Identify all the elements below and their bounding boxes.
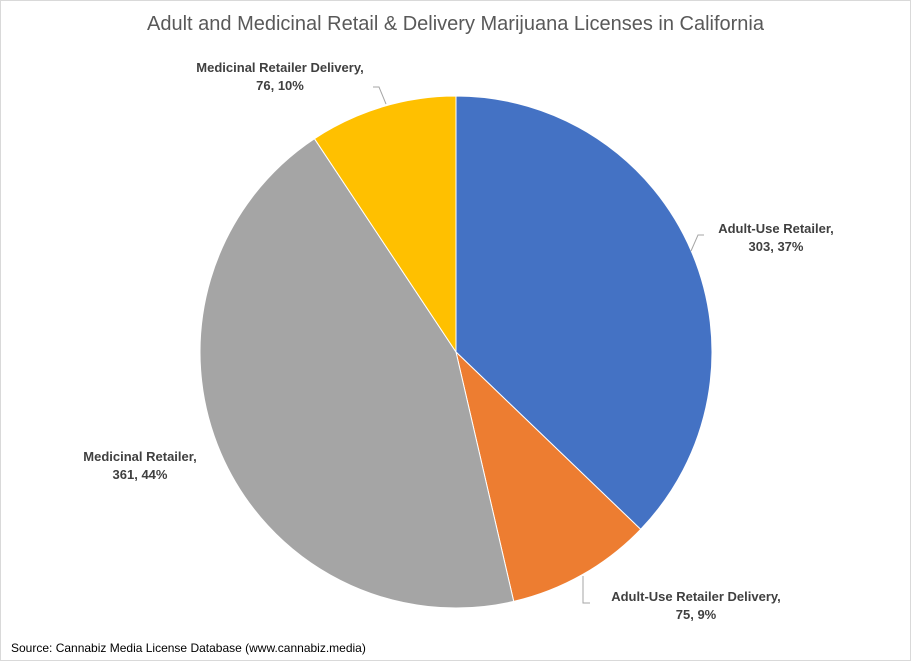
data-label-medicinal-retailer-delivery: Medicinal Retailer Delivery, 76, 10%: [196, 59, 363, 95]
data-label-line1: Medicinal Retailer Delivery,: [196, 60, 364, 75]
data-label-medicinal-retailer: Medicinal Retailer, 361, 44%: [83, 448, 196, 484]
leader-line: [582, 576, 590, 604]
pie-slice-adult-use-retailer: [455, 95, 713, 531]
chart-title: Adult and Medicinal Retail & Delivery Ma…: [147, 13, 764, 35]
data-label-adult-use-retailer-delivery: Adult-Use Retailer Delivery, 75, 9%: [611, 588, 781, 624]
source-note: Source: Cannabiz Media License Database …: [11, 641, 366, 655]
data-label-adult-use-retailer: Adult-Use Retailer, 303, 37%: [718, 220, 834, 256]
data-label-line1: Adult-Use Retailer Delivery,: [611, 589, 781, 604]
data-label-line2: 303, 37%: [748, 239, 804, 254]
data-label-line1: Adult-Use Retailer,: [718, 221, 834, 236]
data-label-line2: 76, 10%: [256, 78, 304, 93]
data-label-line2: 75, 9%: [675, 607, 717, 622]
leader-line: [373, 86, 387, 105]
pie-slice-medicinal-retailer-delivery: [313, 95, 457, 354]
leader-line: [690, 234, 704, 252]
data-label-line1: Medicinal Retailer,: [83, 449, 197, 464]
data-label-line2: 361, 44%: [112, 467, 168, 482]
pie-slice-adult-use-retailer-delivery: [455, 350, 642, 603]
pie-slice-medicinal-retailer: [199, 138, 515, 609]
